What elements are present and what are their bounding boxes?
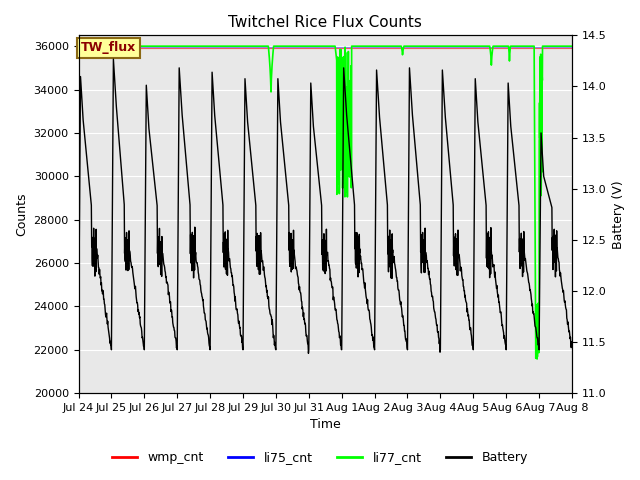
Y-axis label: Counts: Counts <box>15 192 28 236</box>
Y-axis label: Battery (V): Battery (V) <box>612 180 625 249</box>
Title: Twitchel Rice Flux Counts: Twitchel Rice Flux Counts <box>228 15 422 30</box>
Legend: wmp_cnt, li75_cnt, li77_cnt, Battery: wmp_cnt, li75_cnt, li77_cnt, Battery <box>107 446 533 469</box>
X-axis label: Time: Time <box>310 419 340 432</box>
Text: TW_flux: TW_flux <box>81 41 136 54</box>
